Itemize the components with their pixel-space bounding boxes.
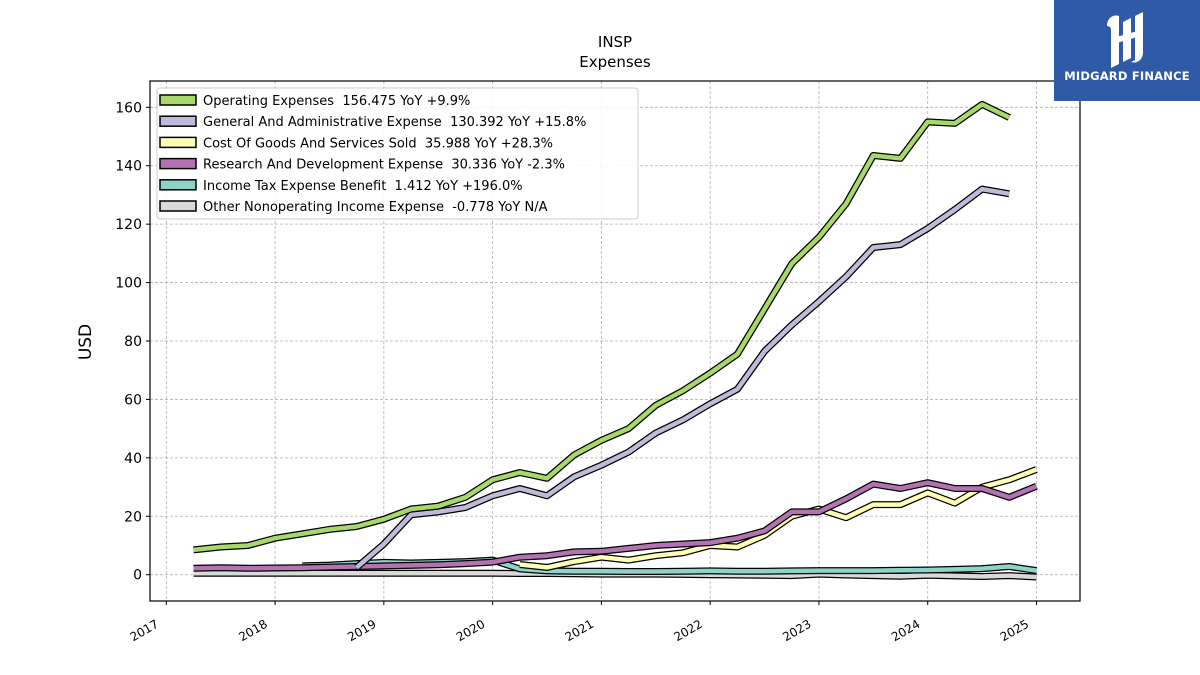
y-tick-label: 40 xyxy=(124,451,142,467)
x-tick-label: 2018 xyxy=(236,617,269,644)
midgard-logo-icon xyxy=(1107,12,1143,68)
x-tick-label: 2022 xyxy=(671,617,704,644)
y-axis-label: USD xyxy=(76,324,96,360)
chart-title: INSP xyxy=(598,33,632,51)
x-tick-label: 2017 xyxy=(128,617,161,644)
legend-label: Other Nonoperating Income Expense -0.778… xyxy=(203,200,548,215)
y-tick-label: 20 xyxy=(124,509,142,525)
legend-label: Research And Development Expense 30.336 … xyxy=(203,158,565,173)
y-tick-label: 160 xyxy=(115,100,142,116)
series-line xyxy=(519,467,1038,570)
series-line xyxy=(193,102,1011,553)
y-tick-label: 80 xyxy=(124,334,142,350)
legend-swatch xyxy=(159,136,197,149)
brand-name: MIDGARD FINANCE xyxy=(1064,69,1190,83)
series-line xyxy=(355,186,1010,570)
legend: Operating Expenses 156.475 YoY +9.9% Gene… xyxy=(156,87,639,220)
x-tick-label: 2023 xyxy=(780,617,813,644)
y-tick-label: 100 xyxy=(115,276,142,292)
x-tick-label: 2021 xyxy=(563,617,596,644)
x-tick-label: 2019 xyxy=(345,617,378,644)
y-tick-label: 120 xyxy=(115,217,142,233)
x-tick-label: 2025 xyxy=(998,617,1031,644)
y-tick-label: 0 xyxy=(133,568,142,584)
chart-subtitle: Expenses xyxy=(579,53,651,71)
y-tick-label: 140 xyxy=(115,159,142,175)
series-line xyxy=(193,480,1038,571)
legend-swatch xyxy=(159,157,197,170)
legend-swatch xyxy=(159,94,197,106)
legend-label: Income Tax Expense Benefit 1.412 YoY +19… xyxy=(203,179,523,194)
x-tick-label: 2024 xyxy=(889,617,922,644)
legend-label: Cost Of Goods And Services Sold 35.988 Y… xyxy=(203,136,553,151)
x-tick-label: 2020 xyxy=(454,617,487,644)
legend-swatch xyxy=(159,115,197,127)
series-lines xyxy=(193,100,1038,581)
legend-swatch xyxy=(159,200,197,212)
legend-label: General And Administrative Expense 130.3… xyxy=(203,115,586,130)
y-tick-label: 60 xyxy=(124,392,142,408)
brand-logo: MIDGARD FINANCE xyxy=(1054,0,1200,101)
legend-box xyxy=(156,87,639,220)
legend-swatch xyxy=(159,179,197,191)
legend-label: Operating Expenses 156.475 YoY +9.9% xyxy=(203,94,470,109)
